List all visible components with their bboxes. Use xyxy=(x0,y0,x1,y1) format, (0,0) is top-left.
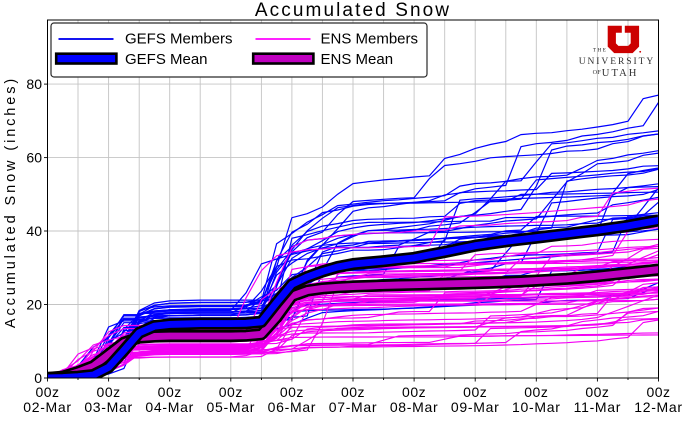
svg-text:00z: 00z xyxy=(280,384,304,400)
svg-text:00z: 00z xyxy=(97,384,121,400)
svg-text:OF: OF xyxy=(593,69,602,76)
svg-text:10-Mar: 10-Mar xyxy=(512,399,561,415)
svg-text:ENS Members: ENS Members xyxy=(321,31,419,48)
svg-text:00z: 00z xyxy=(219,384,243,400)
svg-text:00z: 00z xyxy=(646,384,670,400)
svg-text:00z: 00z xyxy=(463,384,487,400)
svg-text:20: 20 xyxy=(26,297,42,313)
svg-text:UTAH: UTAH xyxy=(602,68,639,79)
svg-text:06-Mar: 06-Mar xyxy=(268,399,317,415)
svg-text:05-Mar: 05-Mar xyxy=(207,399,256,415)
svg-text:40: 40 xyxy=(26,223,42,239)
svg-text:GEFS Mean: GEFS Mean xyxy=(125,51,208,68)
svg-text:80: 80 xyxy=(26,76,42,92)
svg-text:09-Mar: 09-Mar xyxy=(451,399,500,415)
svg-text:02-Mar: 02-Mar xyxy=(23,399,72,415)
svg-text:Accumulated Snow: Accumulated Snow xyxy=(255,0,451,21)
svg-text:00z: 00z xyxy=(341,384,365,400)
svg-text:07-Mar: 07-Mar xyxy=(329,399,378,415)
svg-text:00z: 00z xyxy=(402,384,426,400)
svg-text:00z: 00z xyxy=(524,384,548,400)
svg-text:0: 0 xyxy=(34,370,42,386)
svg-text:GEFS Members: GEFS Members xyxy=(125,31,233,48)
svg-text:03-Mar: 03-Mar xyxy=(84,399,133,415)
svg-text:08-Mar: 08-Mar xyxy=(390,399,439,415)
svg-text:12-Mar: 12-Mar xyxy=(634,399,683,415)
svg-text:00z: 00z xyxy=(585,384,609,400)
svg-text:60: 60 xyxy=(26,150,42,166)
svg-text:Accumulated Snow (inches): Accumulated Snow (inches) xyxy=(3,76,19,328)
svg-text:UNIVERSITY: UNIVERSITY xyxy=(579,57,656,67)
svg-text:THE: THE xyxy=(593,48,607,54)
svg-text:ENS Mean: ENS Mean xyxy=(321,51,394,68)
svg-text:04-Mar: 04-Mar xyxy=(145,399,194,415)
svg-text:00z: 00z xyxy=(35,384,59,400)
svg-text:00z: 00z xyxy=(158,384,182,400)
svg-text:11-Mar: 11-Mar xyxy=(574,399,622,415)
